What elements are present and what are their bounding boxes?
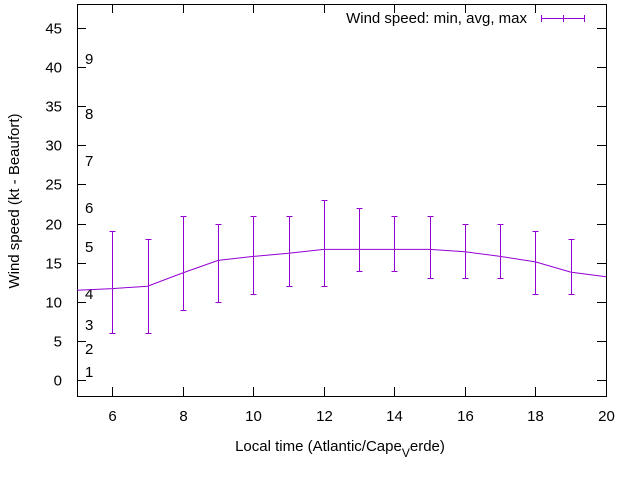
error-bar bbox=[321, 200, 328, 287]
error-bar bbox=[356, 208, 363, 272]
y-tick-label: 40 bbox=[45, 60, 62, 77]
error-bar bbox=[250, 216, 257, 295]
x-tick-label: 12 bbox=[316, 408, 333, 425]
beaufort-label: 3 bbox=[85, 317, 93, 334]
y-tick-label: 30 bbox=[45, 138, 62, 155]
error-bar bbox=[180, 216, 187, 311]
y-tick-label: 5 bbox=[54, 334, 62, 351]
x-axis-label-subscript: V bbox=[402, 446, 410, 460]
series-line bbox=[76, 248, 607, 291]
x-tick-label: 16 bbox=[457, 408, 474, 425]
error-bar bbox=[391, 216, 398, 272]
axis-ticks bbox=[77, 4, 607, 396]
error-bar bbox=[462, 224, 469, 279]
x-tick-label: 8 bbox=[179, 408, 187, 425]
x-axis-label-prefix: Local time (Atlantic/Cape bbox=[235, 438, 402, 455]
error-bar bbox=[568, 239, 575, 295]
y-tick-label: 35 bbox=[45, 99, 62, 116]
error-bar bbox=[215, 224, 222, 303]
legend-label: Wind speed: min, avg, max bbox=[346, 10, 527, 27]
error-bar bbox=[286, 216, 293, 287]
error-bar bbox=[109, 231, 116, 334]
beaufort-label: 9 bbox=[85, 51, 93, 68]
x-axis-label: Local time (Atlantic/CapeVerde) bbox=[235, 438, 445, 460]
beaufort-label: 7 bbox=[85, 153, 93, 170]
y-tick-label: 10 bbox=[45, 295, 62, 312]
beaufort-label: 2 bbox=[85, 341, 93, 358]
x-tick-label: 6 bbox=[108, 408, 116, 425]
legend: Wind speed: min, avg, max bbox=[346, 10, 585, 27]
x-tick-label: 14 bbox=[386, 408, 403, 425]
error-bar bbox=[497, 224, 504, 279]
y-tick-label: 15 bbox=[45, 256, 62, 273]
plot-frame bbox=[77, 4, 607, 397]
error-bar bbox=[145, 239, 152, 334]
x-axis-label-suffix: erde) bbox=[410, 438, 445, 455]
beaufort-scale-labels: 1 2 3 4 5 6 7 8 9 bbox=[85, 51, 93, 381]
beaufort-label: 4 bbox=[85, 286, 93, 303]
error-bar bbox=[427, 216, 434, 279]
y-tick-label: 25 bbox=[45, 177, 62, 194]
beaufort-label: 1 bbox=[85, 364, 93, 381]
beaufort-label: 5 bbox=[85, 239, 93, 256]
y-tick-label: 20 bbox=[45, 217, 62, 234]
wind-speed-series bbox=[76, 200, 607, 334]
x-tick-label: 10 bbox=[245, 408, 262, 425]
y-tick-label: 45 bbox=[45, 21, 62, 38]
x-tick-label: 18 bbox=[527, 408, 544, 425]
axis-labels: Local time (Atlantic/CapeVerde) Wind spe… bbox=[6, 21, 615, 461]
x-tick-label: 20 bbox=[598, 408, 615, 425]
beaufort-label: 8 bbox=[85, 106, 93, 123]
beaufort-label: 6 bbox=[85, 200, 93, 217]
y-axis-label: Wind speed (kt - Beaufort) bbox=[6, 113, 23, 288]
y-tick-label: 0 bbox=[54, 373, 62, 390]
error-bar bbox=[532, 231, 539, 295]
